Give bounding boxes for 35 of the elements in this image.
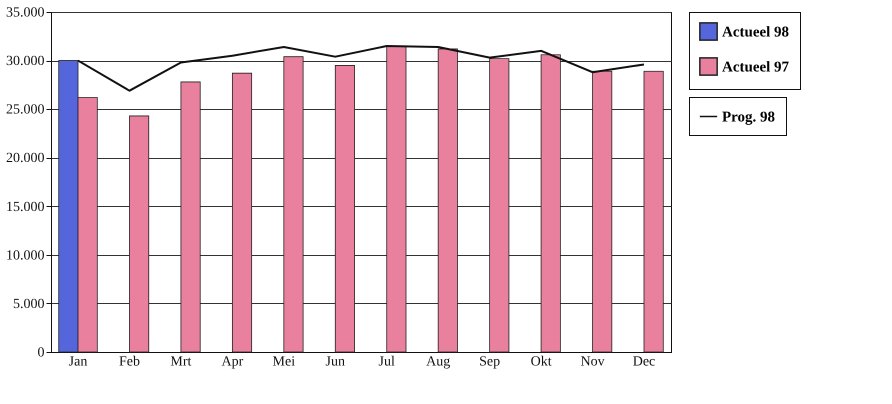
- bar: [334, 65, 355, 352]
- bar: [644, 70, 664, 352]
- y-tick-label: 0: [38, 346, 44, 360]
- y-tick-label: 10.000: [6, 248, 44, 264]
- x-tick-label: Aug: [426, 354, 450, 370]
- x-tick-label: Apr: [221, 354, 244, 370]
- x-tick-label: Mei: [272, 354, 296, 370]
- y-tick-label: 20.000: [6, 151, 44, 166]
- x-tick-label: Feb: [118, 354, 140, 370]
- y-tick-label: 25.000: [6, 102, 44, 118]
- x-tick-label: Mrt: [170, 354, 192, 370]
- x-tick-label: Dec: [632, 354, 656, 370]
- line-series: [77, 45, 645, 92]
- x-tick-label: Sep: [479, 354, 500, 370]
- bar: [283, 56, 304, 352]
- y-tick-label: 35.000: [6, 6, 44, 20]
- legend-label: Prog. 98: [722, 110, 776, 126]
- x-tick-label: Okt: [530, 354, 552, 370]
- bar: [489, 58, 510, 352]
- bar: [592, 70, 612, 352]
- bar: [180, 82, 201, 352]
- bar: [540, 54, 561, 352]
- bar: [129, 116, 150, 352]
- y-tick-label: 15.000: [6, 200, 44, 215]
- x-tick-label: Jun: [326, 354, 345, 370]
- bar: [386, 46, 406, 352]
- x-tick-label: Jul: [378, 354, 396, 370]
- legend-label: Actueel 98: [722, 24, 790, 40]
- y-tick-label: 5.000: [13, 296, 44, 312]
- bar: [438, 48, 458, 352]
- x-tick-label: Nov: [580, 354, 605, 370]
- x-tick-label: Jan: [68, 354, 88, 370]
- legend-label: Actueel 97: [722, 60, 790, 76]
- bar: [232, 72, 252, 352]
- y-tick-label: 30.000: [6, 54, 44, 70]
